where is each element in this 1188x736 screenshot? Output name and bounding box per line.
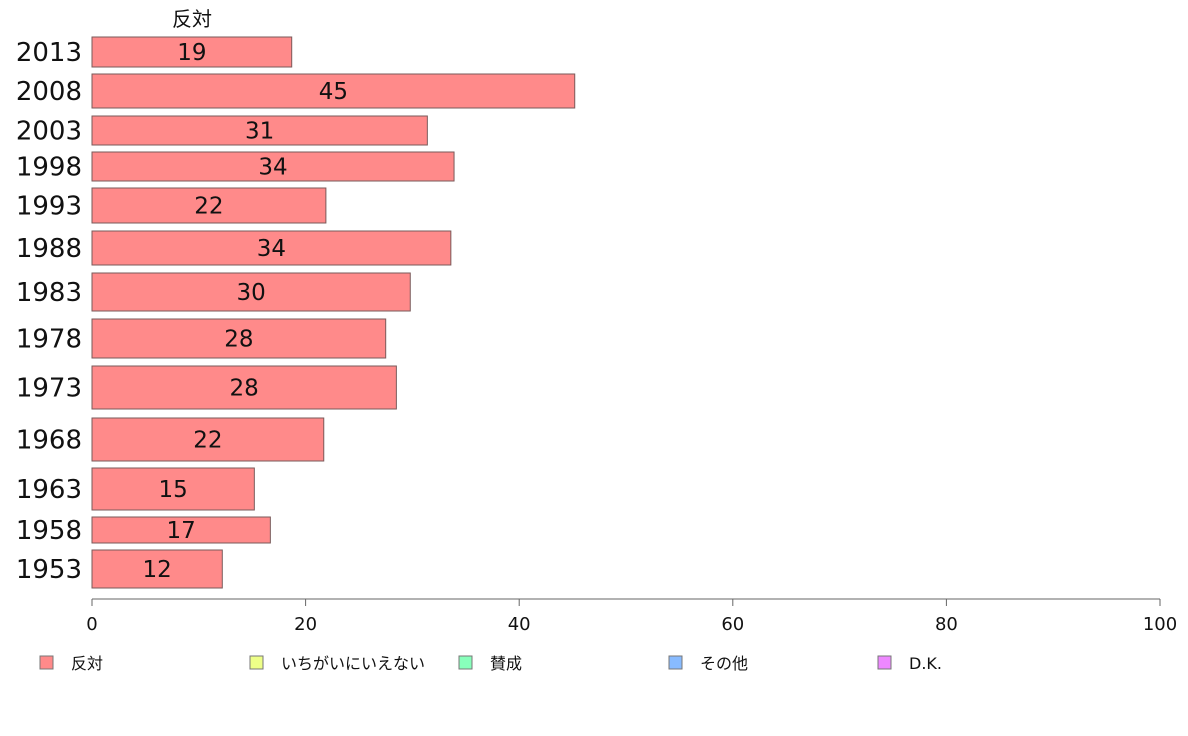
legend-swatch-1: [249, 655, 264, 670]
legend-label-1: いちがいにいえない: [281, 654, 425, 673]
value-label-2008: 45: [319, 79, 348, 105]
value-label-1993: 22: [194, 194, 223, 220]
value-label-1983: 30: [236, 280, 265, 306]
value-label-1963: 15: [159, 477, 188, 503]
x-tick-label-60: 60: [721, 614, 744, 635]
bar-1953: [91, 549, 223, 589]
x-tick-label-80: 80: [935, 614, 958, 635]
category-label-1958: 1958: [16, 516, 82, 546]
category-label-2013: 2013: [16, 38, 82, 68]
legend-swatch-2: [458, 655, 473, 670]
value-label-1968: 22: [193, 428, 222, 454]
category-label-1988: 1988: [16, 234, 82, 264]
legend-label-0: 反対: [71, 654, 103, 673]
x-tick-label-40: 40: [508, 614, 531, 635]
x-tick-label-100: 100: [1143, 614, 1177, 635]
value-label-1988: 34: [257, 236, 286, 262]
bar-2003: [91, 115, 428, 146]
category-label-1998: 1998: [16, 153, 82, 183]
bar-1983: [91, 272, 411, 312]
category-label-1983: 1983: [16, 278, 82, 308]
legend-label-2: 賛成: [490, 654, 522, 673]
value-label-1978: 28: [224, 327, 253, 353]
legend-label-4: D.K.: [909, 654, 942, 673]
legend-swatch-3: [668, 655, 683, 670]
bar-2013: [91, 36, 293, 68]
x-tick-label-20: 20: [294, 614, 317, 635]
bar-1978: [91, 318, 387, 359]
category-label-1993: 1993: [16, 192, 82, 222]
category-label-1968: 1968: [16, 426, 82, 456]
series-title: 反対: [172, 7, 212, 31]
bar-1958: [91, 516, 271, 544]
bar-2008: [91, 73, 576, 109]
value-label-1998: 34: [258, 155, 287, 181]
bars-group: 2013 19 2008 45 2003 31 1998 34 1993 22 1988 34 1983…: [16, 36, 576, 589]
bar-1973: [91, 365, 397, 410]
value-label-1973: 28: [230, 376, 259, 402]
x-tick-label-0: 0: [86, 614, 97, 635]
category-label-1978: 1978: [16, 325, 82, 355]
bar-1998: [91, 151, 455, 182]
bar-1993: [91, 187, 327, 224]
legend-label-3: その他: [700, 654, 748, 673]
value-label-2003: 31: [245, 119, 274, 145]
legend: 反対 いちがいにいえない 賛成 その他 D.K.: [39, 654, 942, 673]
legend-swatch-0: [39, 655, 54, 670]
category-label-2008: 2008: [16, 77, 82, 107]
value-label-2013: 19: [177, 40, 206, 66]
bar-1988: [91, 230, 452, 266]
bar-1963: [91, 467, 255, 511]
category-label-1973: 1973: [16, 374, 82, 404]
bar-1968: [91, 417, 325, 462]
value-label-1958: 17: [167, 518, 196, 544]
category-label-1953: 1953: [16, 555, 82, 585]
category-label-1963: 1963: [16, 475, 82, 505]
value-label-1953: 12: [143, 557, 172, 583]
legend-swatch-4: [877, 655, 892, 670]
category-label-2003: 2003: [16, 117, 82, 147]
x-axis: 0 20 40 60 80 100: [86, 598, 1177, 635]
